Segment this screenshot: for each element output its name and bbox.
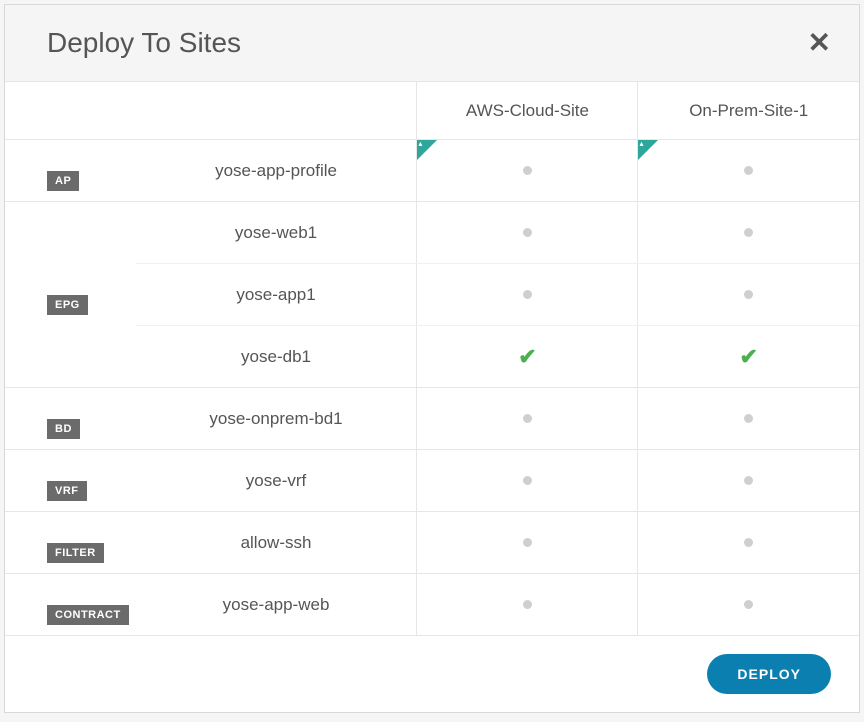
status-cell[interactable] — [417, 140, 638, 202]
status-dot-icon — [523, 166, 532, 175]
status-cell[interactable] — [417, 450, 638, 512]
status-cell[interactable] — [638, 140, 859, 202]
table-row: VRF yose-vrf — [5, 450, 859, 512]
deploy-table: AWS-Cloud-SiteOn-Prem-Site-1 AP yose-app-p… — [5, 81, 859, 636]
type-badge: VRF — [47, 481, 87, 501]
type-badge: BD — [47, 419, 80, 439]
status-cell[interactable] — [638, 574, 859, 636]
status-cell[interactable] — [417, 574, 638, 636]
table-row: FILTER allow-ssh — [5, 512, 859, 574]
status-dot-icon — [523, 600, 532, 609]
item-name[interactable]: yose-app1 — [136, 264, 417, 326]
item-name[interactable]: yose-db1 — [136, 326, 417, 388]
check-icon: ✔ — [740, 344, 758, 369]
item-name[interactable]: allow-ssh — [136, 512, 417, 574]
deploy-modal: Deploy To Sites ✕ AWS-Cloud-SiteOn-Prem-… — [4, 4, 860, 713]
status-dot-icon — [744, 476, 753, 485]
item-name[interactable]: yose-vrf — [136, 450, 417, 512]
status-dot-icon — [744, 600, 753, 609]
status-dot-icon — [744, 414, 753, 423]
modal-footer: DEPLOY — [5, 636, 859, 712]
column-header[interactable]: On-Prem-Site-1 — [638, 82, 859, 140]
close-icon[interactable]: ✕ — [808, 29, 831, 57]
table-row: CONTRACT yose-app-web — [5, 574, 859, 636]
table-row: EPGyose-web1 — [5, 202, 859, 264]
item-name[interactable]: yose-app-profile — [136, 140, 417, 202]
status-cell[interactable]: ✔ — [638, 326, 859, 388]
status-cell[interactable] — [638, 512, 859, 574]
item-name[interactable]: yose-app-web — [136, 574, 417, 636]
status-cell[interactable] — [638, 202, 859, 264]
status-dot-icon — [523, 414, 532, 423]
status-dot-icon — [744, 228, 753, 237]
status-dot-icon — [523, 290, 532, 299]
corner-flag-icon — [417, 140, 437, 160]
status-dot-icon — [744, 290, 753, 299]
type-badge: CONTRACT — [47, 605, 129, 625]
status-cell[interactable] — [638, 388, 859, 450]
table-row: BD yose-onprem-bd1 — [5, 388, 859, 450]
check-icon: ✔ — [518, 344, 536, 369]
corner-flag-icon — [638, 140, 658, 160]
status-dot-icon — [523, 538, 532, 547]
status-cell[interactable] — [638, 450, 859, 512]
status-cell[interactable] — [638, 264, 859, 326]
modal-title: Deploy To Sites — [47, 27, 241, 59]
type-badge: FILTER — [47, 543, 104, 563]
column-header[interactable]: AWS-Cloud-Site — [417, 82, 638, 140]
status-cell[interactable] — [417, 264, 638, 326]
modal-header: Deploy To Sites ✕ — [5, 5, 859, 81]
type-badge: AP — [47, 171, 79, 191]
status-dot-icon — [744, 538, 753, 547]
item-name[interactable]: yose-web1 — [136, 202, 417, 264]
deploy-button[interactable]: DEPLOY — [707, 654, 831, 694]
status-cell[interactable] — [417, 512, 638, 574]
status-dot-icon — [523, 476, 532, 485]
item-name[interactable]: yose-onprem-bd1 — [136, 388, 417, 450]
table-row: AP yose-app-profile — [5, 140, 859, 202]
status-cell[interactable] — [417, 388, 638, 450]
type-badge: EPG — [47, 295, 88, 315]
status-dot-icon — [744, 166, 753, 175]
status-dot-icon — [523, 228, 532, 237]
status-cell[interactable]: ✔ — [417, 326, 638, 388]
status-cell[interactable] — [417, 202, 638, 264]
